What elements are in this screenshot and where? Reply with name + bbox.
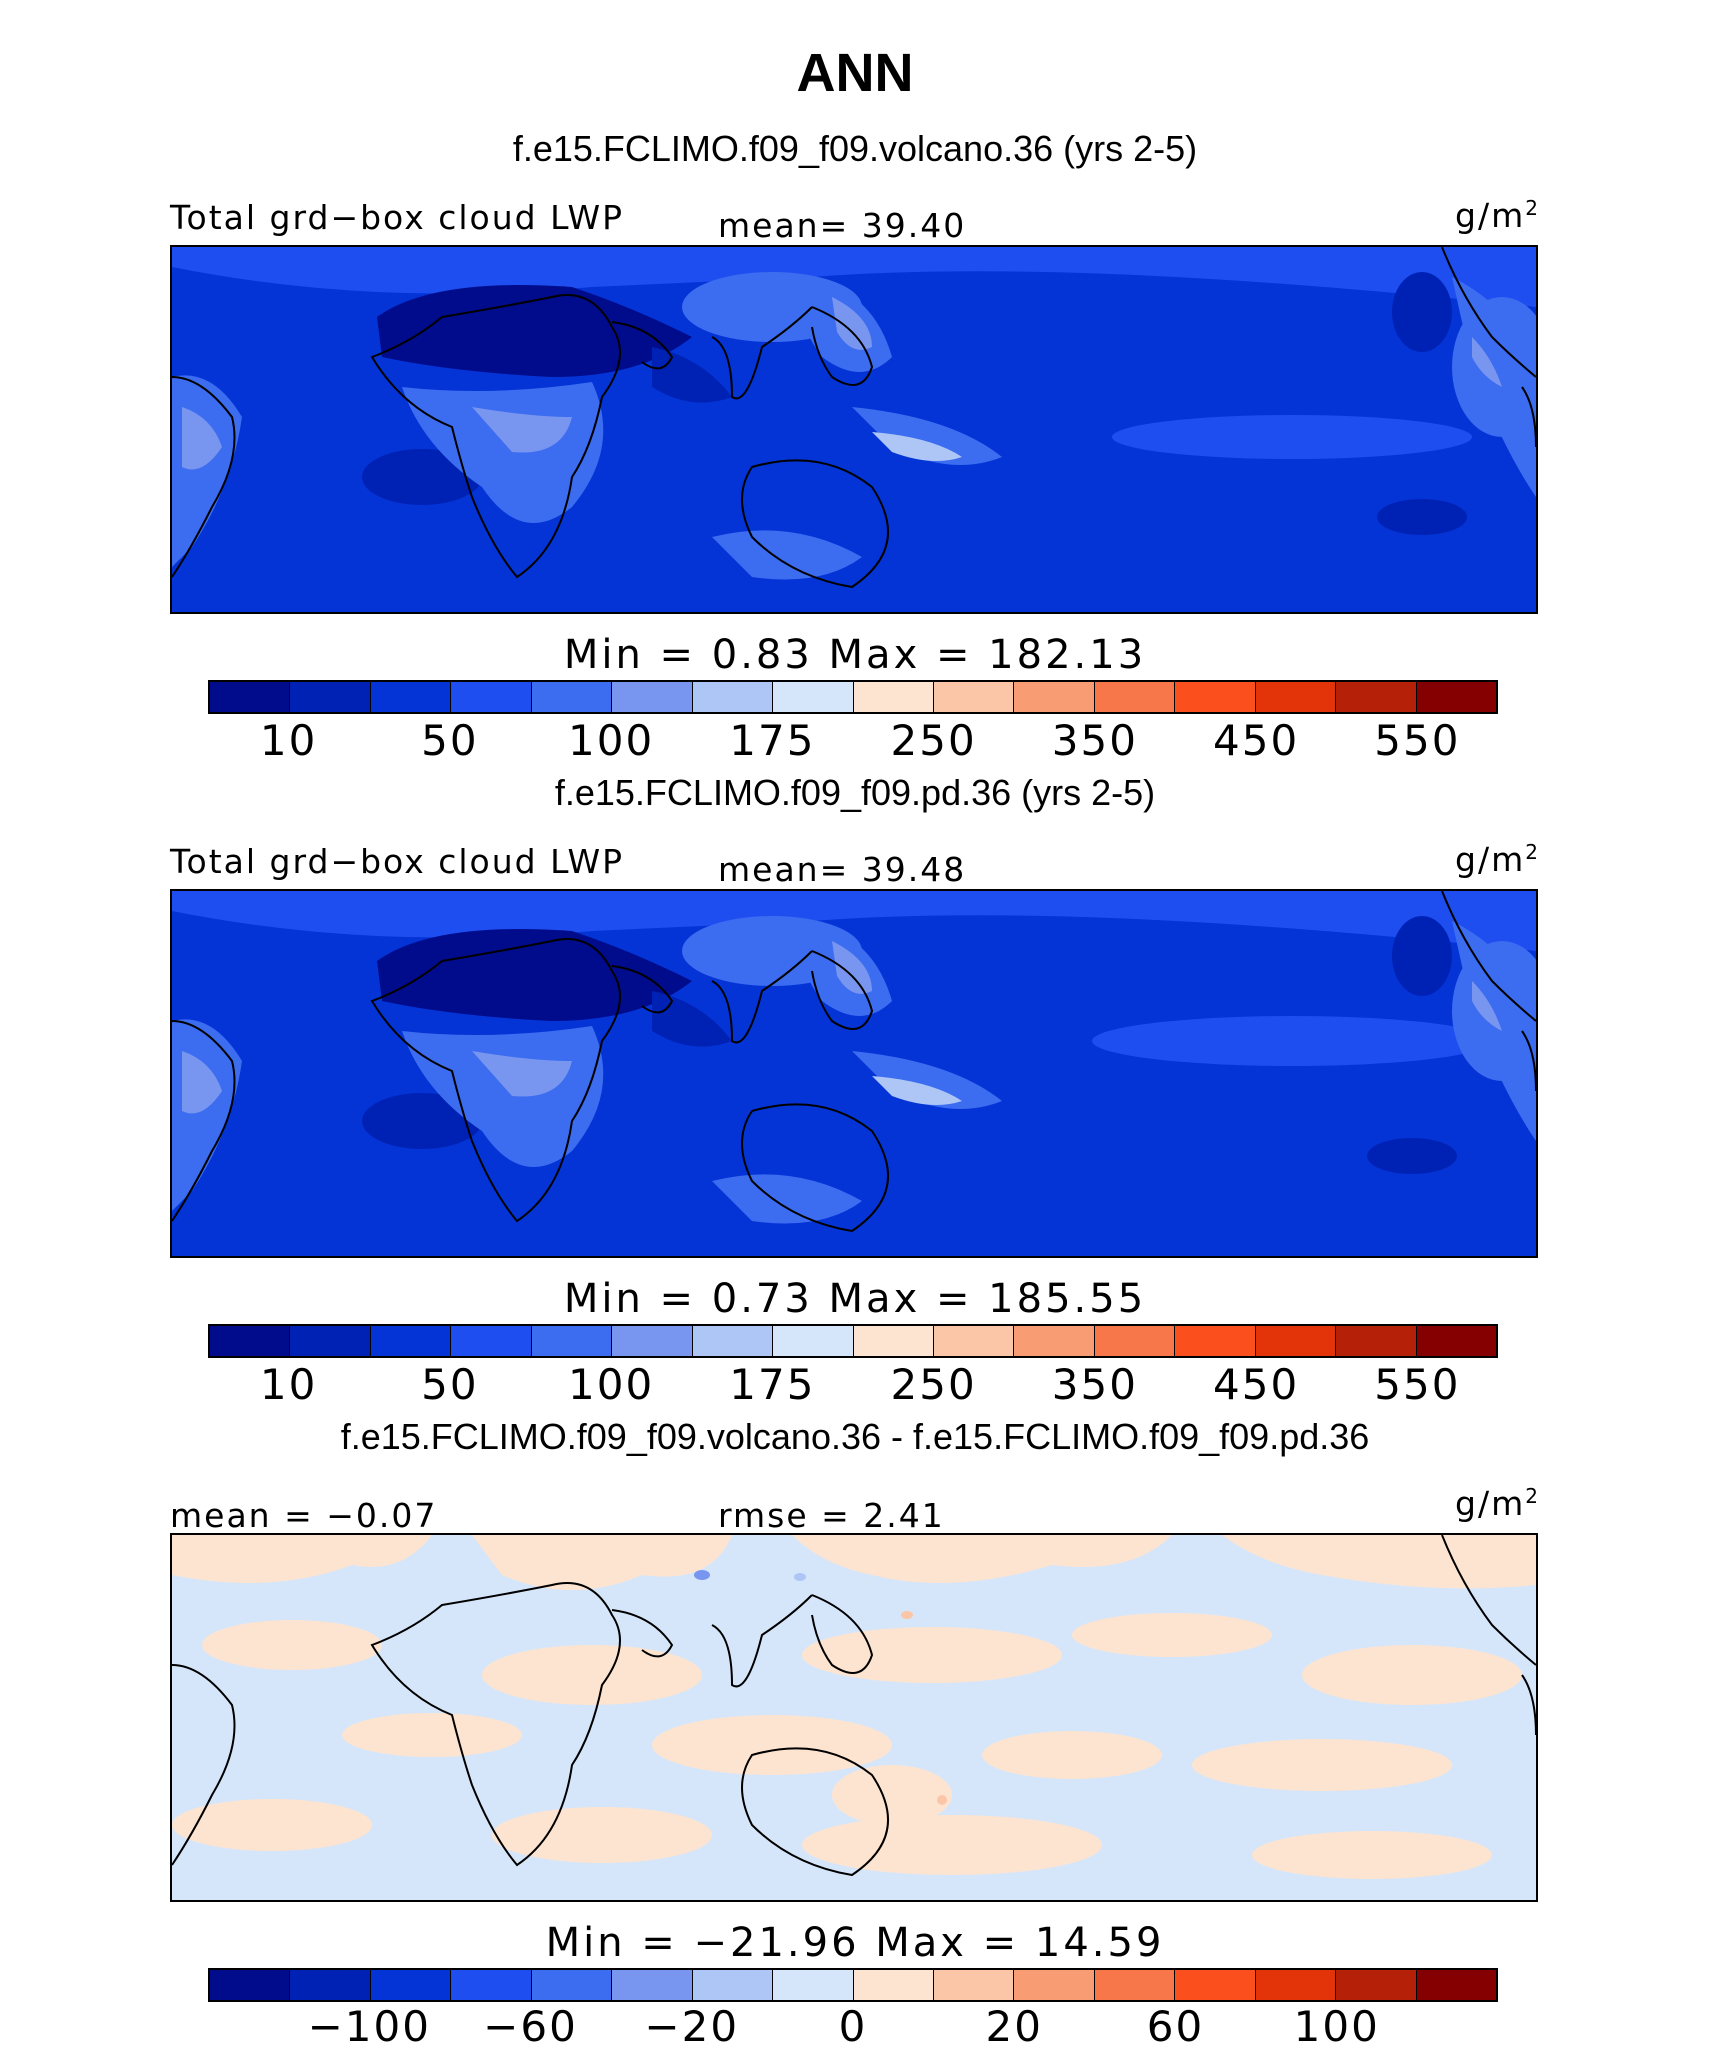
colorbar-swatch [692, 1970, 774, 2000]
colorbar-swatch [451, 1326, 532, 1356]
colorbar-swatch [531, 682, 613, 712]
colorbar-tick-label: 20 [985, 2002, 1043, 2051]
panel3-colorbar [208, 1968, 1498, 2002]
colorbar-swatch [451, 682, 532, 712]
panel3-case-title: f.e15.FCLIMO.f09_f09.volcano.36 - f.e15.… [340, 1416, 1370, 1457]
colorbar-swatch [612, 1326, 693, 1356]
colorbar-swatch [290, 1326, 371, 1356]
colorbar-swatch [692, 682, 774, 712]
panel1-mean-label: mean= 39.40 [718, 206, 967, 245]
colorbar-tick-label: 60 [1146, 2002, 1205, 2051]
colorbar-swatch [1094, 682, 1176, 712]
colorbar-swatch [1255, 1970, 1337, 2000]
colorbar-swatch [531, 1970, 613, 2000]
colorbar-tick-label: 250 [890, 716, 977, 765]
colorbar-tick-label: 550 [1374, 716, 1461, 765]
colorbar-swatch [612, 682, 693, 712]
panel1-variable-label: Total grd−box cloud LWP [170, 198, 624, 237]
colorbar-tick-label: 100 [568, 1360, 655, 1409]
panel1-units: g/m2 [1455, 196, 1538, 235]
colorbar-tick-label: −60 [483, 2002, 578, 2051]
colorbar-swatch [290, 1970, 371, 2000]
panel3-units: g/m2 [1455, 1484, 1538, 1523]
colorbar-swatch [1416, 1970, 1496, 2000]
colorbar-swatch [1175, 682, 1256, 712]
colorbar-swatch [612, 1970, 693, 2000]
colorbar-swatch [1175, 1326, 1256, 1356]
colorbar-tick-label: 450 [1213, 716, 1300, 765]
colorbar-tick-label: 550 [1374, 1360, 1461, 1409]
panel3-min-max: Min = −21.96 Max = 14.59 [545, 1920, 1165, 1966]
colorbar-swatch [1336, 682, 1417, 712]
colorbar-tick-label: 10 [259, 1360, 318, 1409]
colorbar-swatch [290, 682, 371, 712]
colorbar-tick-label: 350 [1051, 716, 1138, 765]
colorbar-swatch [853, 1326, 934, 1356]
panel1-colorbar [208, 680, 1498, 714]
panel2-map [170, 889, 1538, 1258]
colorbar-tick-label: 175 [729, 716, 816, 765]
panel1-case-title: f.e15.FCLIMO.f09_f09.volcano.36 (yrs 2-5… [512, 128, 1198, 169]
colorbar-swatch [773, 682, 854, 712]
figure-title: ANN [796, 43, 914, 103]
panel3-mean-label: mean = −0.07 [170, 1496, 438, 1535]
colorbar-swatch [210, 1326, 291, 1356]
colorbar-swatch [1014, 1326, 1095, 1356]
panel3-rmse-label: rmse = 2.41 [718, 1496, 945, 1535]
colorbar-swatch [853, 682, 934, 712]
colorbar-swatch [1336, 1326, 1417, 1356]
colorbar-swatch [1255, 1326, 1337, 1356]
panel1-map [170, 245, 1538, 614]
colorbar-swatch [1014, 682, 1095, 712]
colorbar-tick-label: −100 [307, 2002, 431, 2051]
colorbar-swatch [773, 1326, 854, 1356]
colorbar-tick-label: 175 [729, 1360, 816, 1409]
colorbar-tick-label: 450 [1213, 1360, 1300, 1409]
colorbar-tick-label: 10 [259, 716, 318, 765]
colorbar-tick-label: 350 [1051, 1360, 1138, 1409]
colorbar-swatch [933, 682, 1015, 712]
colorbar-tick-label: 50 [421, 716, 479, 765]
colorbar-swatch [370, 1326, 452, 1356]
colorbar-swatch [933, 1326, 1015, 1356]
colorbar-tick-label: −20 [644, 2002, 740, 2051]
colorbar-tick-label: 100 [1293, 2002, 1380, 2051]
colorbar-swatch [370, 1970, 452, 2000]
colorbar-swatch [692, 1326, 774, 1356]
panel1-min-max: Min = 0.83 Max = 182.13 [563, 632, 1147, 678]
colorbar-swatch [1416, 1326, 1496, 1356]
colorbar-swatch [1416, 682, 1496, 712]
panel2-units: g/m2 [1455, 840, 1538, 879]
panel2-case-title: f.e15.FCLIMO.f09_f09.pd.36 (yrs 2-5) [554, 772, 1156, 813]
panel3-map [170, 1533, 1538, 1902]
colorbar-swatch [773, 1970, 854, 2000]
colorbar-tick-label: 0 [838, 2002, 868, 2051]
colorbar-swatch [1336, 1970, 1417, 2000]
panel2-colorbar [208, 1324, 1498, 1358]
panel2-mean-label: mean= 39.48 [718, 850, 967, 889]
colorbar-swatch [1094, 1970, 1176, 2000]
colorbar-swatch [1094, 1326, 1176, 1356]
colorbar-swatch [1255, 682, 1337, 712]
colorbar-tick-label: 100 [568, 716, 655, 765]
colorbar-tick-label: 250 [890, 1360, 977, 1409]
panel2-variable-label: Total grd−box cloud LWP [170, 842, 624, 881]
colorbar-swatch [210, 682, 291, 712]
colorbar-swatch [531, 1326, 613, 1356]
colorbar-swatch [933, 1970, 1015, 2000]
colorbar-swatch [1014, 1970, 1095, 2000]
colorbar-swatch [210, 1970, 291, 2000]
panel2-min-max: Min = 0.73 Max = 185.55 [563, 1276, 1147, 1322]
colorbar-swatch [1175, 1970, 1256, 2000]
colorbar-tick-label: 50 [421, 1360, 479, 1409]
colorbar-swatch [370, 682, 452, 712]
colorbar-swatch [853, 1970, 934, 2000]
colorbar-swatch [451, 1970, 532, 2000]
